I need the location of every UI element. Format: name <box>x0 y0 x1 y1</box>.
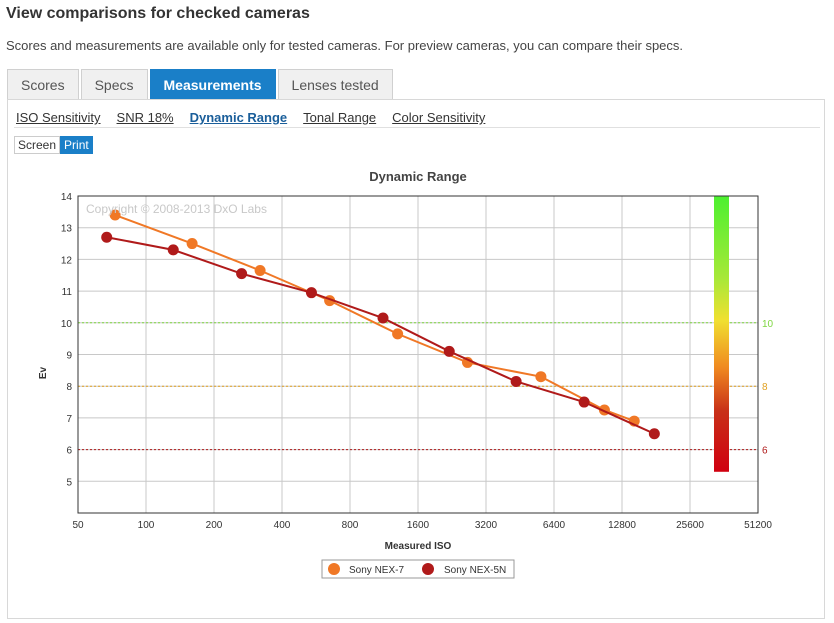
data-point-series-1 <box>167 244 179 256</box>
data-point-series-1 <box>578 396 590 408</box>
legend-label-nex-5n: Sony NEX-5N <box>444 565 506 576</box>
plot-frame <box>77 195 759 514</box>
subnav-divider <box>14 127 820 128</box>
print-toggle-button[interactable]: Print <box>60 136 93 154</box>
data-point-series-1 <box>101 231 113 243</box>
x-tick-label: 25600 <box>676 520 704 531</box>
measurement-subnav: ISO Sensitivity SNR 18% Dynamic Range To… <box>16 110 501 125</box>
data-point-series-0 <box>109 209 121 221</box>
data-point-series-1 <box>305 287 317 299</box>
dynamic-range-scale-bar <box>714 196 729 472</box>
x-tick-label: 1600 <box>407 520 430 531</box>
subnav-snr-18[interactable]: SNR 18% <box>116 110 174 125</box>
subnav-tonal-range[interactable]: Tonal Range <box>303 110 377 125</box>
y-tick-label: 8 <box>66 382 72 393</box>
reference-label-10: 10 <box>762 319 774 330</box>
x-tick-label: 100 <box>138 520 155 531</box>
data-point-series-1 <box>236 268 248 280</box>
data-point-series-0 <box>461 356 473 368</box>
chart-legend: Sony NEX-7 Sony NEX-5N <box>321 559 515 579</box>
page-title: View comparisons for checked cameras <box>6 5 310 22</box>
chart-copyright: Copyright © 2008-2013 DxO Labs <box>86 202 267 216</box>
legend-label-nex-7: Sony NEX-7 <box>349 565 404 576</box>
x-tick-label: 400 <box>274 520 291 531</box>
screen-toggle-button[interactable]: Screen <box>14 136 61 154</box>
chart-title: Dynamic Range <box>369 169 467 184</box>
page-subtitle: Scores and measurements are available on… <box>6 38 684 53</box>
data-point-series-0 <box>392 328 404 340</box>
subnav-iso-sensitivity[interactable]: ISO Sensitivity <box>16 110 101 125</box>
y-tick-label: 11 <box>62 287 73 298</box>
data-point-series-1 <box>510 375 522 387</box>
x-tick-label: 12800 <box>608 520 636 531</box>
x-tick-label: 6400 <box>543 520 566 531</box>
reference-label-6: 6 <box>762 446 768 457</box>
reference-label-8: 8 <box>762 382 768 393</box>
y-tick-label: 14 <box>61 192 73 203</box>
x-tick-label: 3200 <box>475 520 498 531</box>
tab-scores[interactable]: Scores <box>7 69 79 99</box>
data-point-series-0 <box>186 238 198 250</box>
data-point-series-0 <box>254 264 266 276</box>
x-tick-label: 200 <box>206 520 223 531</box>
y-tick-label: 7 <box>66 414 72 425</box>
x-tick-label: 50 <box>72 520 84 531</box>
legend-marker-nex-5n <box>422 563 434 575</box>
subnav-color-sensitivity[interactable]: Color Sensitivity <box>392 110 486 125</box>
x-axis-label: Measured ISO <box>385 541 452 552</box>
screen-print-toggle: Screen Print <box>14 136 93 154</box>
y-tick-label: 10 <box>61 319 73 330</box>
y-tick-label: 13 <box>61 224 73 235</box>
y-axis-label: Ev <box>38 366 49 379</box>
tab-lenses-tested[interactable]: Lenses tested <box>277 69 393 99</box>
x-tick-label: 800 <box>342 520 359 531</box>
tab-bar: Scores Specs Measurements Lenses tested <box>7 69 395 99</box>
data-point-series-1 <box>648 428 660 440</box>
legend-marker-nex-7 <box>328 563 340 575</box>
tab-measurements[interactable]: Measurements <box>149 69 276 99</box>
y-tick-label: 5 <box>66 477 72 488</box>
y-tick-label: 9 <box>66 351 72 362</box>
data-point-series-0 <box>535 371 547 383</box>
data-point-series-1 <box>377 312 389 324</box>
y-tick-label: 12 <box>61 255 73 266</box>
y-tick-label: 6 <box>66 446 72 457</box>
data-point-series-1 <box>443 345 455 357</box>
x-tick-label: 51200 <box>744 520 772 531</box>
legend-box <box>321 559 515 579</box>
subnav-dynamic-range[interactable]: Dynamic Range <box>189 110 288 125</box>
tab-specs[interactable]: Specs <box>80 69 148 99</box>
